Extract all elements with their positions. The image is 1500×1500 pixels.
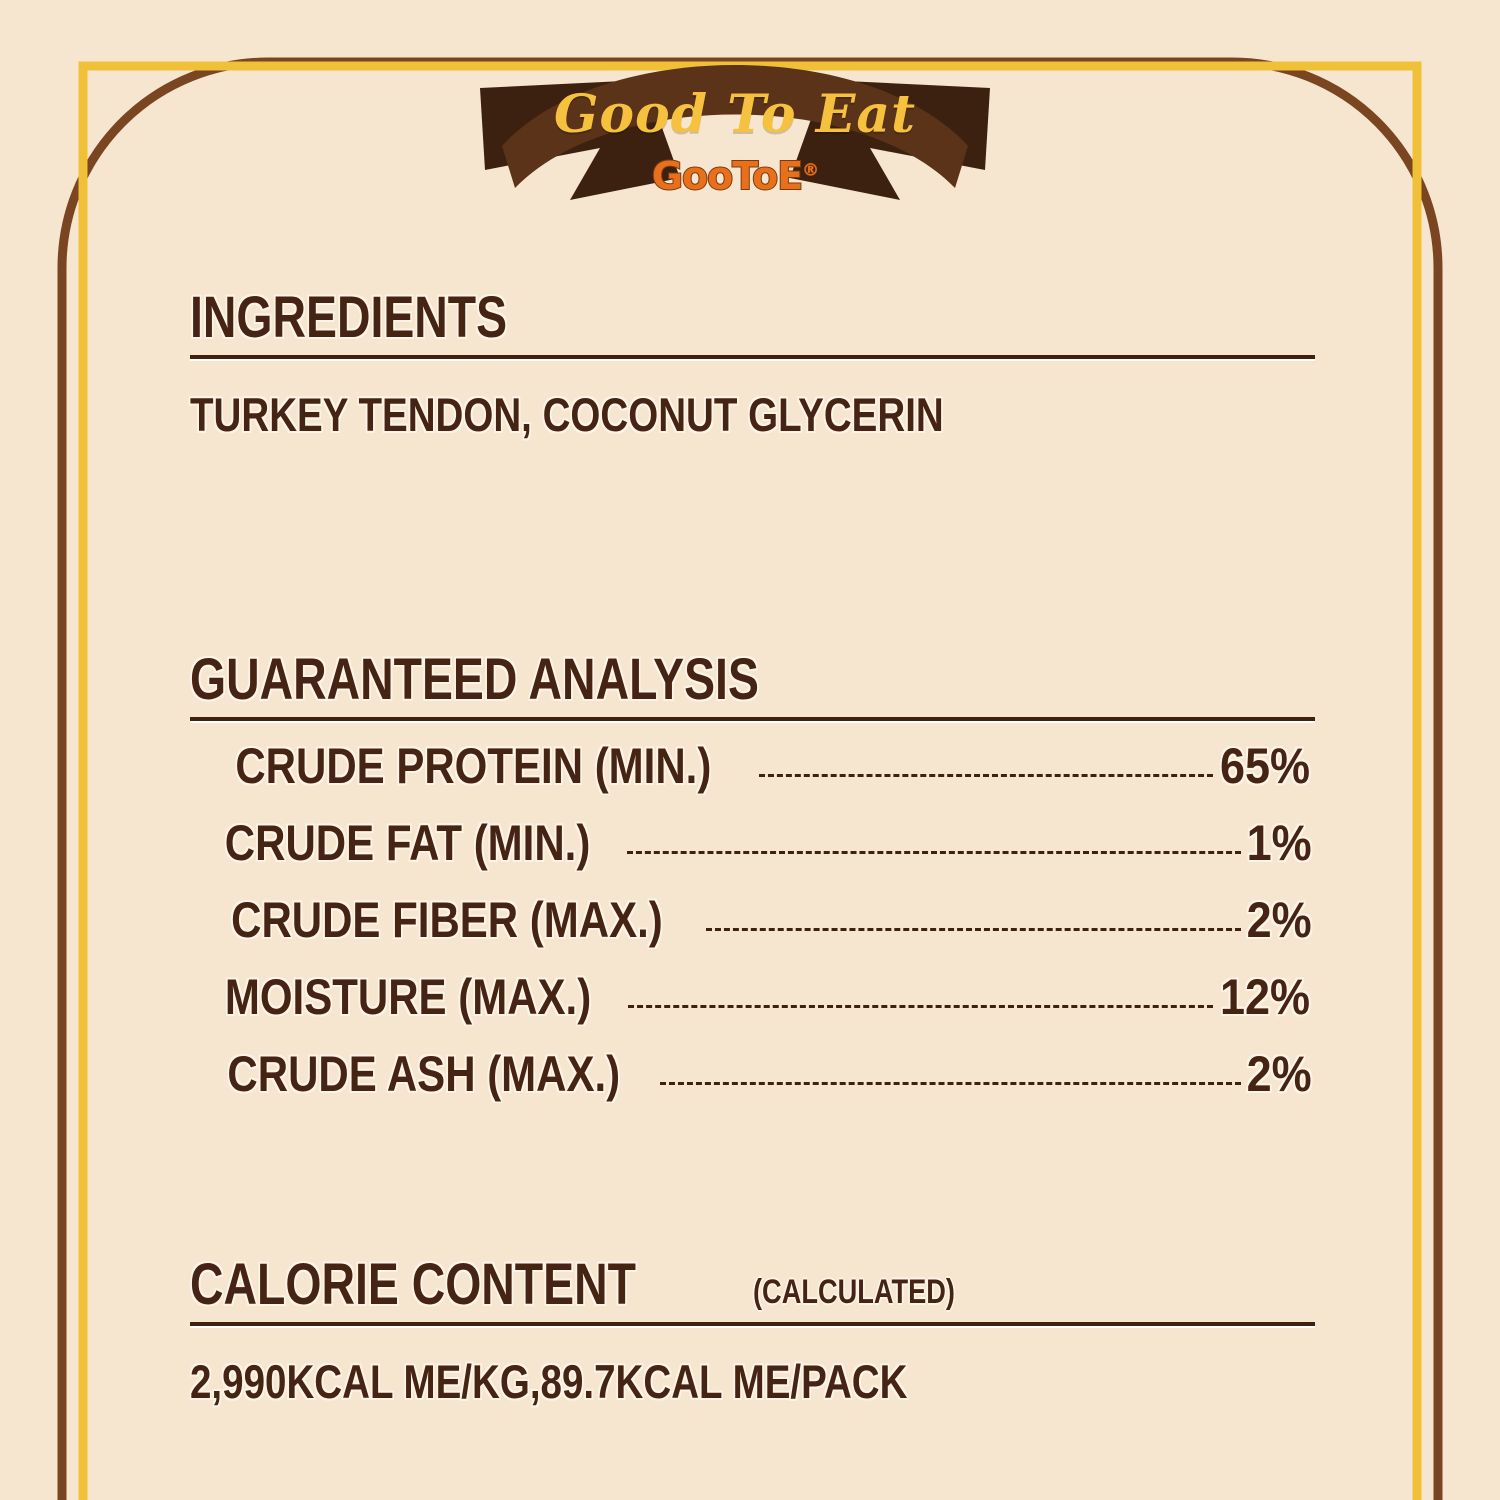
ga-value: 65%: [1219, 738, 1310, 795]
ga-label: CRUDE PROTEIN (MIN.): [235, 738, 712, 795]
table-row: CRUDE FAT (MIN.) 1%: [190, 814, 1315, 891]
ga-label: CRUDE FAT (MIN.): [224, 815, 591, 872]
table-row: MOISTURE (MAX.) 12%: [190, 968, 1315, 1045]
brand-logo: Good To Eat GooToE®: [450, 28, 1020, 213]
section-guaranteed-analysis: GUARANTEED ANALYSIS CRUDE PROTEIN (MIN.)…: [190, 647, 1315, 1122]
ribbon-face: [502, 65, 968, 188]
ga-value: 2%: [1246, 1046, 1312, 1103]
ga-rule: [190, 717, 1315, 724]
ga-value: 2%: [1246, 892, 1312, 949]
table-row: CRUDE ASH (MAX.) 2%: [190, 1045, 1315, 1122]
ga-rows: CRUDE PROTEIN (MIN.) 65% CRUDE FAT (MIN.…: [190, 737, 1315, 1122]
leader-line: [627, 851, 1241, 855]
ribbon-title-text: Good To Eat: [553, 83, 917, 145]
brand-mark: GooToE®: [450, 153, 1020, 199]
ga-label: MOISTURE (MAX.): [224, 969, 592, 1026]
ingredients-heading-row: INGREDIENTS: [190, 285, 1315, 350]
ga-label: CRUDE FIBER (MAX.): [231, 892, 663, 949]
calorie-heading: CALORIE CONTENT: [190, 1252, 636, 1318]
section-calorie-content: CALORIE CONTENT (CALCULATED) 2,990KCAL M…: [190, 1252, 1315, 1409]
calorie-body: 2,990KCAL ME/KG,89.7KCAL ME/PACK: [190, 1355, 908, 1409]
leader-line: [659, 1082, 1241, 1086]
ingredients-rule: [190, 355, 1315, 362]
calorie-heading-row: CALORIE CONTENT (CALCULATED): [190, 1252, 1315, 1318]
leader-line: [628, 1005, 1213, 1009]
label-content: INGREDIENTS TURKEY TENDON, COCONUT GLYCE…: [190, 285, 1315, 1409]
registered-trademark-icon: ®: [802, 160, 820, 181]
ga-value: 1%: [1246, 815, 1312, 872]
ga-heading-row: GUARANTEED ANALYSIS: [190, 647, 1315, 713]
leader-line: [758, 774, 1213, 778]
section-ingredients: INGREDIENTS TURKEY TENDON, COCONUT GLYCE…: [190, 285, 1315, 442]
brand-mark-text: GooToE: [651, 153, 804, 199]
table-row: CRUDE PROTEIN (MIN.) 65%: [190, 737, 1315, 814]
ga-heading: GUARANTEED ANALYSIS: [190, 647, 759, 713]
leader-line: [705, 928, 1241, 932]
ingredients-heading: INGREDIENTS: [190, 285, 508, 350]
ingredients-body: TURKEY TENDON, COCONUT GLYCERIN: [190, 388, 944, 442]
ga-label: CRUDE ASH (MAX.): [227, 1046, 621, 1103]
calorie-heading-note: (CALCULATED): [753, 1273, 956, 1312]
calorie-rule: [190, 1322, 1315, 1329]
ribbon-shape: [480, 65, 990, 200]
table-row: CRUDE FIBER (MAX.) 2%: [190, 891, 1315, 968]
ga-value: 12%: [1219, 969, 1310, 1026]
